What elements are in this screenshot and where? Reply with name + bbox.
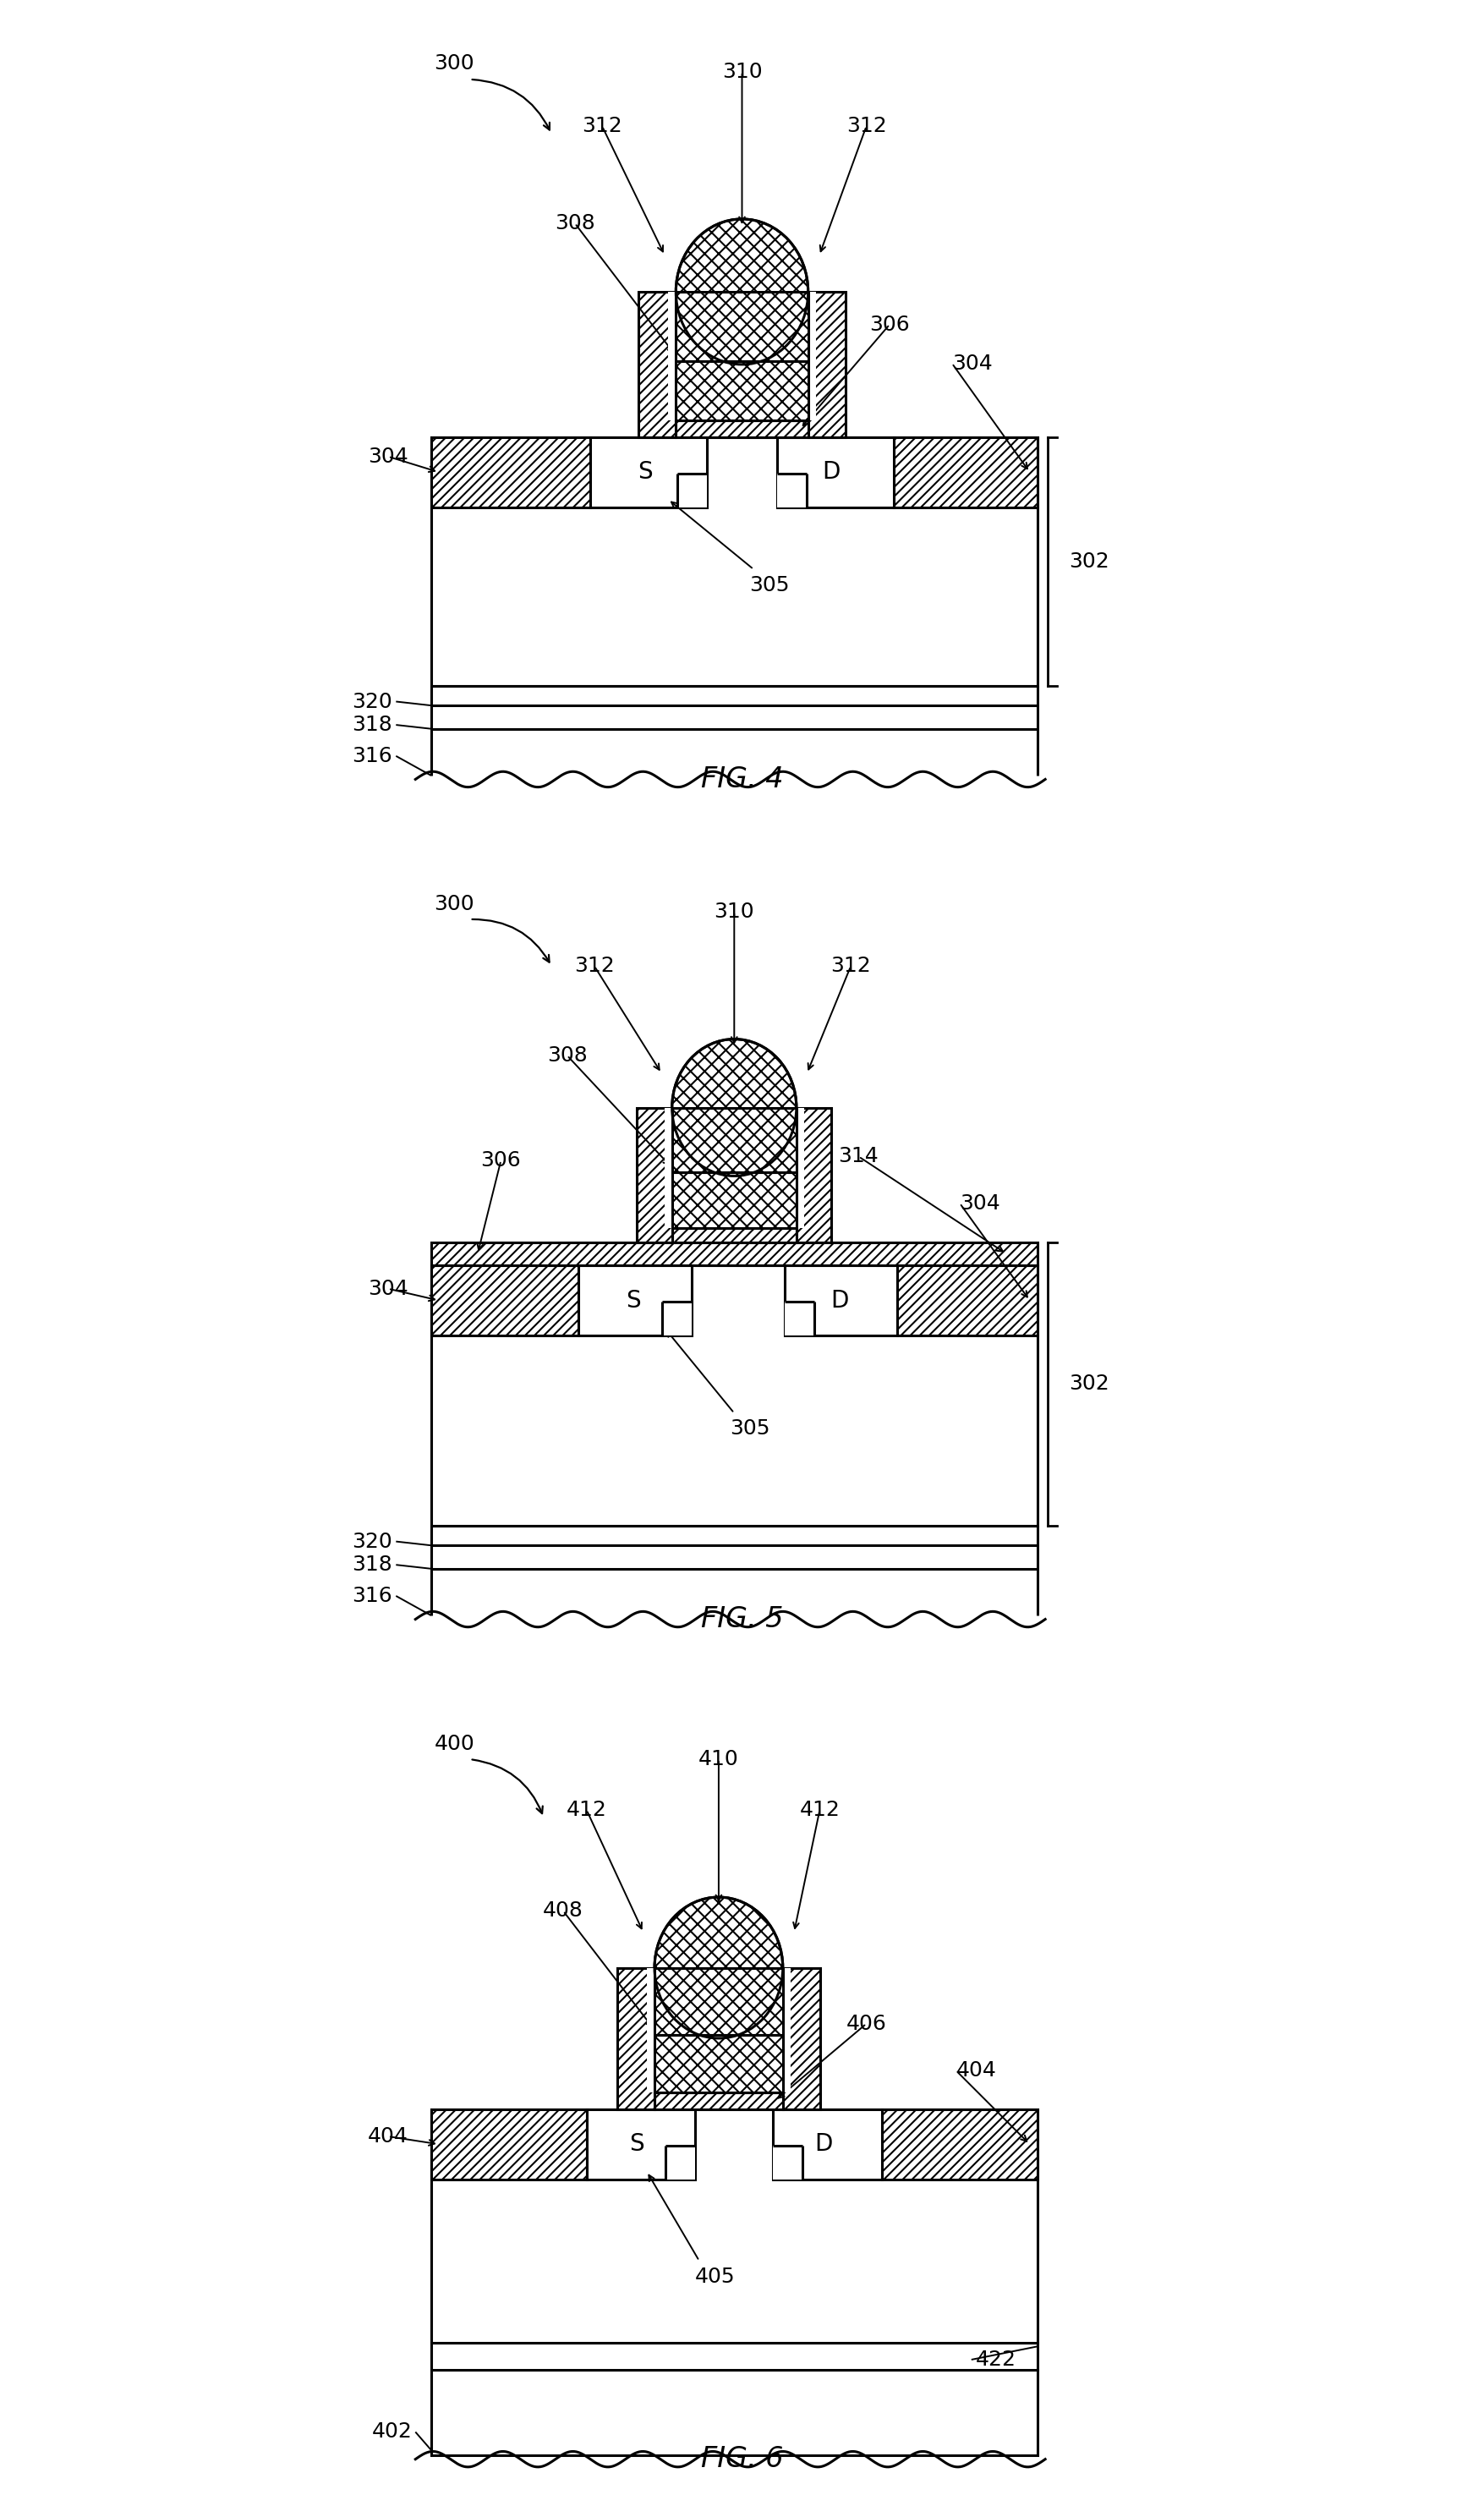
Text: 310: 310 — [721, 62, 763, 82]
Bar — [662, 1302, 692, 1335]
Text: 320: 320 — [352, 1532, 392, 1552]
Text: 410: 410 — [699, 1749, 739, 1769]
Text: 404: 404 — [368, 2126, 408, 2146]
Bar — [430, 1243, 1037, 1265]
Text: 408: 408 — [543, 1901, 583, 1921]
Bar — [430, 2108, 586, 2178]
Text: 316: 316 — [352, 746, 392, 766]
Text: S: S — [629, 2133, 644, 2156]
Text: FIG. 5: FIG. 5 — [700, 1604, 784, 1634]
Bar — [668, 292, 816, 419]
Text: FIG. 6: FIG. 6 — [700, 2445, 784, 2473]
Bar — [778, 437, 893, 506]
Text: 404: 404 — [956, 2061, 996, 2081]
Bar — [675, 292, 809, 419]
Bar — [638, 292, 675, 437]
Text: 406: 406 — [846, 2013, 886, 2033]
Text: D: D — [815, 2133, 833, 2156]
Text: 400: 400 — [435, 1734, 475, 1754]
Text: 304: 304 — [368, 1277, 408, 1300]
Bar — [666, 2146, 696, 2178]
Bar — [430, 1265, 579, 1335]
Text: 412: 412 — [800, 1799, 840, 1819]
Bar — [665, 1108, 804, 1228]
Text: FIG. 4: FIG. 4 — [700, 766, 784, 793]
Text: S: S — [626, 1287, 641, 1312]
Bar — [579, 1265, 692, 1335]
Bar — [430, 2108, 1037, 2343]
Text: 312: 312 — [846, 115, 886, 137]
Ellipse shape — [654, 1896, 784, 2038]
Bar — [430, 437, 1037, 686]
Bar — [672, 1108, 797, 1228]
Text: 312: 312 — [831, 956, 871, 976]
Bar — [678, 474, 706, 506]
Text: 302: 302 — [1068, 551, 1109, 571]
Bar — [647, 1969, 791, 2093]
Bar — [893, 437, 1037, 506]
Text: 314: 314 — [838, 1145, 879, 1168]
Text: S: S — [637, 459, 653, 484]
Text: 405: 405 — [695, 2265, 735, 2285]
Bar — [881, 2108, 1037, 2178]
Bar — [430, 2370, 1037, 2455]
Bar — [637, 1108, 672, 1243]
Text: 306: 306 — [481, 1150, 521, 1170]
Text: 305: 305 — [749, 574, 789, 594]
Text: 300: 300 — [435, 55, 475, 75]
Text: D: D — [822, 459, 840, 484]
Text: 310: 310 — [714, 901, 754, 921]
Text: 318: 318 — [352, 1554, 392, 1574]
Bar — [672, 1108, 797, 1228]
Bar — [430, 437, 591, 506]
Text: 318: 318 — [352, 714, 392, 736]
Bar — [809, 292, 846, 437]
Text: 402: 402 — [372, 2423, 413, 2443]
Text: 300: 300 — [435, 893, 475, 913]
Ellipse shape — [672, 1038, 797, 1175]
Bar — [785, 1302, 815, 1335]
Bar — [773, 2108, 881, 2178]
Text: 306: 306 — [870, 314, 910, 334]
Text: 422: 422 — [975, 2350, 1017, 2370]
Text: 302: 302 — [1068, 1375, 1109, 1395]
Bar — [778, 474, 806, 506]
Text: 304: 304 — [951, 354, 993, 374]
Bar — [586, 2108, 696, 2178]
Text: 304: 304 — [368, 447, 408, 467]
Text: 316: 316 — [352, 1587, 392, 1607]
Bar — [654, 1969, 784, 2093]
Text: 312: 312 — [582, 115, 622, 137]
Bar — [675, 419, 809, 437]
Text: 305: 305 — [730, 1420, 770, 1440]
Bar — [898, 1265, 1037, 1335]
Bar — [430, 1265, 1037, 1527]
Text: 308: 308 — [555, 212, 595, 235]
Bar — [675, 292, 809, 419]
Text: 312: 312 — [574, 956, 614, 976]
Ellipse shape — [675, 220, 809, 364]
Bar — [654, 1969, 784, 2093]
Bar — [654, 2093, 784, 2108]
Bar — [785, 1265, 898, 1335]
Bar — [672, 1228, 797, 1243]
Text: D: D — [830, 1287, 849, 1312]
Bar — [430, 2343, 1037, 2370]
Text: 308: 308 — [548, 1045, 588, 1065]
Text: 412: 412 — [567, 1799, 607, 1819]
Bar — [784, 1969, 821, 2108]
Text: 320: 320 — [352, 691, 392, 711]
Bar — [617, 1969, 654, 2108]
Bar — [591, 437, 706, 506]
Bar — [797, 1108, 831, 1243]
Text: 304: 304 — [960, 1193, 1000, 1213]
Bar — [773, 2146, 803, 2178]
